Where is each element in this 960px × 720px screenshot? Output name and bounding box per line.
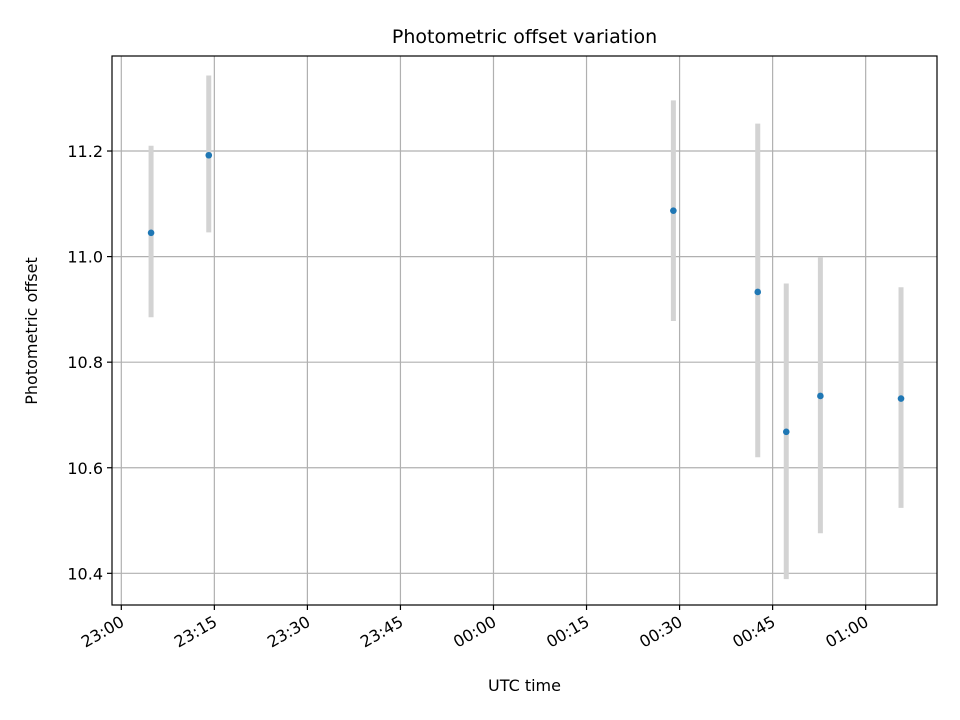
data-point [817,392,824,400]
plot-frame [111,55,938,606]
chart-title: Photometric offset variation [392,26,657,48]
grid [112,56,937,605]
data-point [147,229,155,237]
data-point [897,395,905,402]
y-axis: 10.4 10.6 10.8 11.0 11.2 [67,142,112,583]
y-tick-label: 11.2 [67,142,103,161]
x-axis-label: UTC time [488,676,561,695]
data-points [147,151,905,436]
data-point [754,288,762,296]
y-tick-label: 11.0 [67,248,103,267]
data-point [670,207,677,214]
y-tick-label: 10.6 [67,459,103,478]
data-point [205,151,213,159]
data-point [782,428,790,436]
y-axis-label: Photometric offset [22,257,41,405]
y-tick-label: 10.8 [67,353,103,372]
y-tick-label: 10.4 [67,564,103,583]
